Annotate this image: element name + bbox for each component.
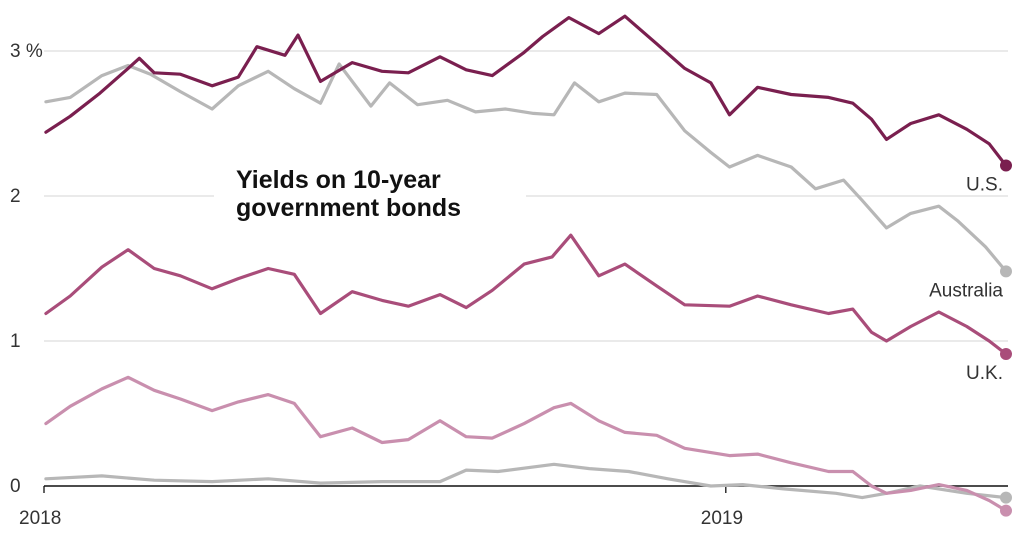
series-end-dot-series-4 [1000, 491, 1012, 504]
y-tick-label: 3 % [10, 41, 43, 62]
series-label-australia: Australia [929, 280, 1003, 301]
series-line-series-3 [44, 375, 1008, 513]
series-labels: U.S. Australia U.K. [929, 175, 1003, 384]
series-line-u-s-0 [44, 14, 1008, 168]
x-tick-label: 2018 [19, 508, 61, 529]
series-lines [44, 14, 1012, 517]
series-end-dot-u-s-0 [1000, 159, 1012, 172]
series-end-dot-u-k-2 [1000, 348, 1012, 361]
y-tick-labels: 0 1 2 3 % [10, 41, 43, 497]
x-tick-label: 2019 [701, 508, 743, 529]
y-tick-label: 2 [10, 186, 21, 207]
x-tick-labels: 2018 2019 [19, 486, 743, 529]
chart-title: Yields on 10-year government bonds [214, 163, 526, 226]
series-end-dot-series-3 [1000, 504, 1012, 517]
series-label-u-k: U.K. [966, 363, 1003, 384]
y-tick-label: 1 [10, 331, 21, 352]
series-label-u-s: U.S. [966, 175, 1003, 196]
chart-title-line-1: Yields on 10-year [236, 166, 441, 194]
y-tick-label: 0 [10, 476, 21, 497]
series-line-series-4 [44, 462, 1008, 500]
series-line-u-k-2 [44, 233, 1008, 356]
chart-title-line-2: government bonds [236, 194, 462, 222]
series-end-dot-australia-1 [1000, 265, 1012, 278]
series-line-australia-1 [44, 62, 1008, 273]
gridlines [44, 50, 1008, 487]
